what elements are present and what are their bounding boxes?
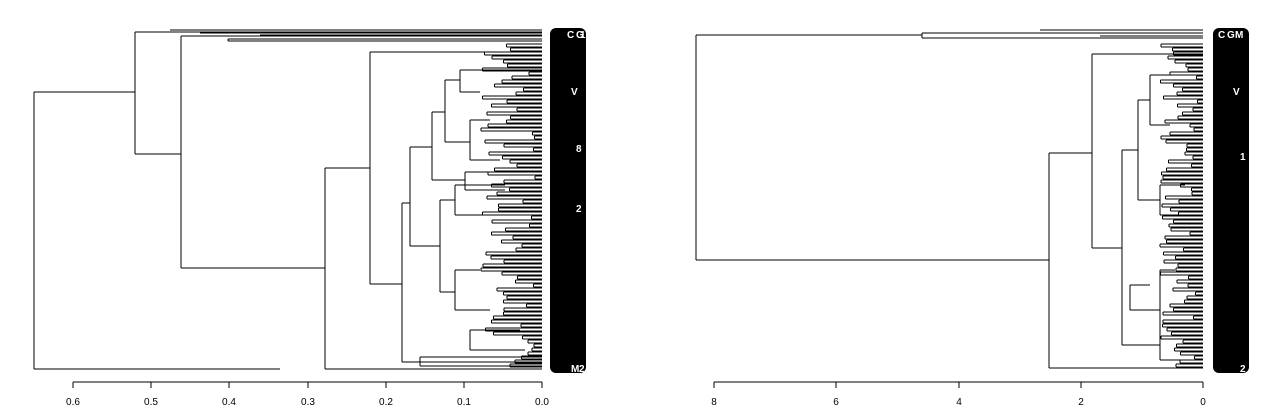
- dendrogram-left-leaf-labels: C G V 1 8 2 M 2: [550, 28, 586, 375]
- dendrogram-left-leaf-branches: [480, 43, 542, 368]
- tick-label: 0.3: [301, 397, 315, 408]
- leaf-label-text: 1: [580, 30, 586, 41]
- tick-label: 2: [1078, 397, 1084, 408]
- tick-label: 4: [956, 397, 962, 408]
- leaf-label-text: G: [1227, 30, 1235, 41]
- tick-label: 0: [1200, 397, 1206, 408]
- tick-label: 0.5: [144, 397, 158, 408]
- branch-level-3: [1091, 53, 1203, 249]
- branch-middle-block: [439, 184, 505, 311]
- branch-upper-block: [431, 111, 465, 181]
- branch-level-3: [180, 35, 542, 269]
- branch-level-2: [1048, 152, 1203, 369]
- leaf-label-text: C: [1218, 30, 1225, 41]
- leaf-branch-cluster: [480, 43, 542, 368]
- dendrogram-left-branches: [33, 29, 542, 370]
- branch-level-4: [1121, 149, 1160, 346]
- branch-lower-block: [419, 329, 542, 367]
- leaf-label-text: 2: [579, 364, 585, 375]
- branch-root: [33, 91, 280, 370]
- leaf-label-band-left: [550, 28, 586, 373]
- dendrogram-right-leaf-branches: [1159, 43, 1203, 368]
- leaf-label-text: V: [571, 87, 578, 98]
- leaf-label-band-right: [1213, 28, 1249, 373]
- leaf-label-text: 2: [1240, 364, 1246, 375]
- dendrogram-right-leaf-labels: C G V M 1 2: [1213, 28, 1249, 375]
- dendrogram-right: C G V M 1 2 8 6 4 2 0: [695, 28, 1249, 408]
- leaf-label-text: G: [576, 30, 584, 41]
- tick-label: 0.0: [535, 397, 549, 408]
- branch-upper-a: [444, 69, 542, 161]
- x-axis-right: 8 6 4 2 0: [711, 381, 1206, 408]
- leaf-branch-cluster: [1159, 43, 1203, 368]
- tick-label: 0.4: [222, 397, 236, 408]
- leaf-label-text: M: [571, 364, 579, 375]
- leaf-label-text: C: [567, 30, 574, 41]
- branch-level-7: [409, 146, 440, 247]
- leaf-label-text: 1: [1240, 152, 1246, 163]
- leaf-label-text: 8: [576, 144, 582, 155]
- leaf-label-text: V: [1233, 87, 1240, 98]
- branch-lower-block: [1129, 269, 1185, 361]
- branch-level-4: [324, 167, 542, 370]
- branch-root: [695, 34, 1049, 261]
- tick-label: 8: [711, 397, 717, 408]
- leaf-label-text: M: [1235, 30, 1243, 41]
- branch-top-cluster: [921, 29, 1203, 39]
- leaf-label-text: 2: [576, 204, 582, 215]
- x-axis-left: 0.6 0.5 0.4 0.3 0.2 0.1 0.0: [66, 381, 549, 408]
- branch-level-2: [134, 31, 542, 155]
- branch-top-cluster: [170, 29, 542, 42]
- dendrogram-right-branches: [695, 29, 1203, 369]
- tick-label: 0.2: [379, 397, 393, 408]
- dendrogram-left: C G V 1 8 2 M 2 0.6 0.5 0.4 0.3 0.2 0.1 …: [33, 28, 586, 408]
- tick-label: 6: [833, 397, 839, 408]
- tick-label: 0.1: [457, 397, 471, 408]
- branch-level-6: [401, 202, 542, 363]
- tick-label: 0.6: [66, 397, 80, 408]
